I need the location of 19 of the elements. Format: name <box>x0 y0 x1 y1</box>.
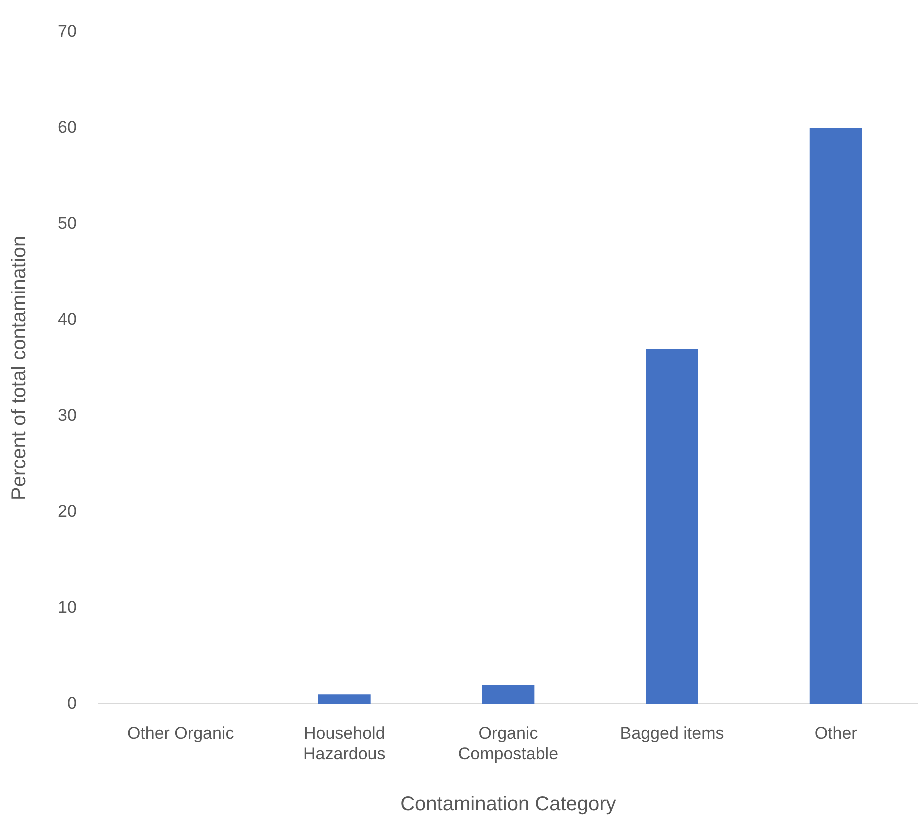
y-tick-label: 40 <box>58 310 77 329</box>
y-tick-label: 60 <box>58 118 77 137</box>
x-tick-label: Household Hazardous <box>304 724 386 764</box>
y-tick-label: 10 <box>58 598 77 617</box>
y-tick-label: 50 <box>58 214 77 233</box>
y-tick-label: 70 <box>58 22 77 41</box>
x-tick-label: Other <box>814 724 858 744</box>
y-tick-label: 0 <box>67 694 77 713</box>
y-tick-label: 20 <box>58 502 77 521</box>
x-tick-label: Organic Compostable <box>458 724 559 764</box>
bar <box>810 128 862 704</box>
x-tick-label: Other Organic <box>127 724 235 744</box>
x-axis-title: Contamination Category <box>400 794 616 816</box>
x-tick-label: Bagged items <box>620 724 724 744</box>
bar <box>482 685 535 704</box>
bar <box>318 694 371 704</box>
y-tick-label: 30 <box>58 406 77 425</box>
bar <box>646 349 698 704</box>
y-axis-title: Percent of total contamination <box>8 236 31 501</box>
